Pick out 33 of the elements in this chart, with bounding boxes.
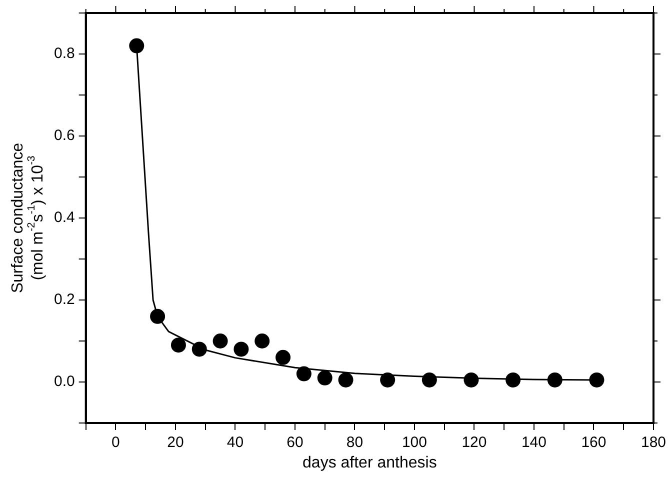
- x-tick-label: 180: [640, 434, 666, 452]
- point: [170, 338, 186, 353]
- x-axis-title: days after anthesis: [302, 454, 437, 472]
- x-tick-label: 20: [167, 434, 184, 452]
- point: [254, 334, 270, 348]
- point: [276, 350, 291, 365]
- point: [234, 342, 249, 357]
- x-tick-label: 80: [346, 434, 364, 452]
- y-tick-label: 0.6: [54, 127, 75, 144]
- y-tick-label: 0.8: [54, 45, 75, 62]
- point: [317, 370, 332, 386]
- x-tick-label: 140: [521, 434, 546, 452]
- x-tick-label: 60: [286, 434, 304, 452]
- x-tick-label: 0: [112, 434, 120, 452]
- x-tick-label: 120: [462, 434, 487, 452]
- point: [506, 372, 521, 388]
- x-tick-label: 100: [402, 434, 427, 452]
- point: [192, 342, 207, 357]
- point: [380, 372, 396, 388]
- y-tick-label: 0.4: [54, 209, 75, 226]
- point: [338, 372, 354, 388]
- point: [547, 372, 562, 388]
- point: [296, 366, 312, 382]
- x-tick-label: 40: [226, 434, 244, 452]
- point: [212, 334, 228, 348]
- point: [150, 308, 166, 324]
- point: [464, 372, 479, 388]
- point: [589, 372, 604, 388]
- x-tick-label: 160: [581, 434, 606, 452]
- y-tick-label: 0.0: [54, 373, 75, 390]
- point: [422, 372, 437, 388]
- y-tick-label: 0.2: [54, 291, 75, 308]
- point: [129, 38, 144, 54]
